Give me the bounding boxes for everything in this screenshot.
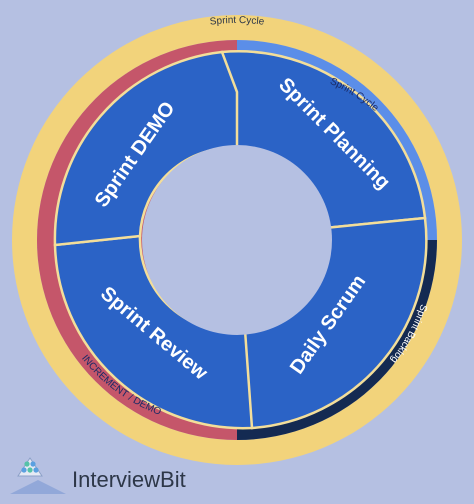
triangle-dots-logo-icon: [10, 457, 66, 494]
outer-ring-label: Sprint Cycle: [209, 15, 265, 28]
center-hole: [142, 145, 332, 335]
segment-sprint-demo[interactable]: [53, 50, 239, 247]
brand-name: InterviewBit: [72, 467, 186, 492]
